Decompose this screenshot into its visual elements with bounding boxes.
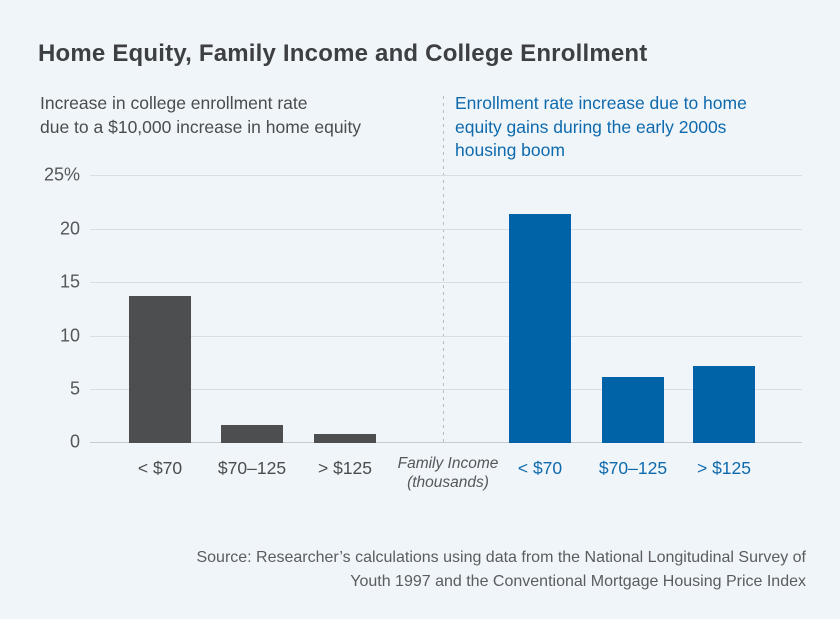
bar-equity-panel-2 [221,424,283,443]
source-note-line: Youth 1997 and the Conventional Mortgage… [350,573,806,590]
x-axis-title: Family Income (thousands) [398,454,499,492]
right-series-subtitle-line: equity gains during the early 2000s [455,116,727,137]
gridline [90,336,802,337]
gridline [90,282,802,283]
x-axis-title-line: Family Income [397,455,499,472]
y-tick-label: 15 [59,271,80,292]
panel-divider-dashed-line [443,96,444,443]
right-series-subtitle: Enrollment rate increase due to home equ… [455,92,747,163]
x-tick-label-boom-panel: < $70 [517,458,563,478]
source-note: Source: Researcher’s calculations using … [196,546,806,594]
gridline [90,229,802,230]
gridline [90,389,802,390]
x-tick-label-equity-panel: $70–125 [217,458,287,478]
x-axis-title-line: (thousands) [407,474,489,491]
left-series-subtitle-line: due to a $10,000 increase in home equity [40,116,362,137]
x-tick-label-boom-panel: > $125 [696,458,752,478]
chart-title: Home Equity, Family Income and College E… [38,40,648,68]
x-tick-label-equity-panel: < $70 [137,458,183,478]
left-series-subtitle-line: Increase in college enrollment rate [40,93,308,113]
left-series-subtitle: Increase in college enrollment rate due … [40,92,361,139]
bar-equity-panel-3 [314,434,376,443]
bar-boom-panel-1 [509,213,571,443]
right-series-subtitle-line: housing boom [455,140,565,160]
plot-area: Family Income (thousands) 25% 20 15 10 5 0 < $… [44,165,802,491]
bar-boom-panel-3 [693,365,755,443]
y-tick-label: 10 [59,325,80,346]
y-tick-label: 5 [69,378,80,399]
y-tick-label: 20 [59,218,80,239]
source-note-line: Source: Researcher’s calculations using … [196,549,806,566]
y-tick-label: 0 [69,431,80,452]
gridline [90,175,802,176]
bar-equity-panel-1 [129,296,191,443]
bar-boom-panel-2 [602,376,664,443]
x-axis-baseline [90,442,802,443]
y-tick-label: 25% [43,164,80,185]
x-tick-label-boom-panel: $70–125 [598,458,668,478]
right-series-subtitle-line: Enrollment rate increase due to home [455,93,747,113]
x-tick-label-equity-panel: > $125 [317,458,373,478]
